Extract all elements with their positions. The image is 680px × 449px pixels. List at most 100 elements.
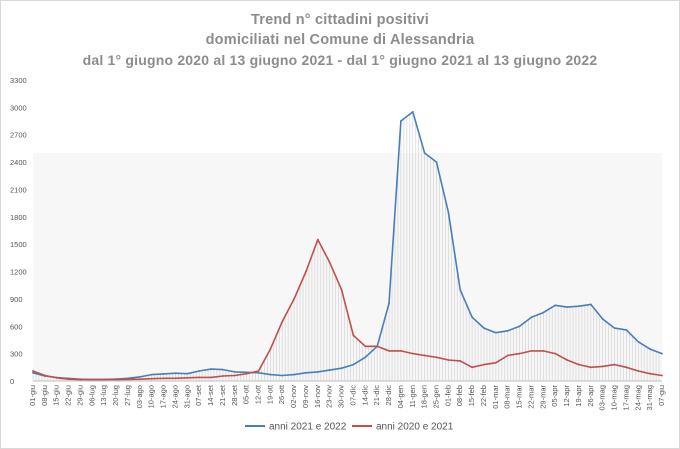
data-point xyxy=(578,363,580,366)
x-tick-label: 09-nov xyxy=(301,385,310,408)
data-point xyxy=(174,377,177,380)
data-point xyxy=(566,306,568,309)
y-tick-label: 2700 xyxy=(10,131,27,140)
data-point xyxy=(447,211,450,214)
x-tick-label: 26-ott xyxy=(277,384,286,404)
data-point xyxy=(554,352,557,355)
data-point xyxy=(174,372,177,375)
x-tick-label: 19-ott xyxy=(265,384,274,404)
data-point xyxy=(305,371,307,374)
data-point xyxy=(506,329,509,332)
data-point xyxy=(494,361,497,364)
data-point xyxy=(269,348,272,350)
x-tick-label: 07-giu xyxy=(657,385,666,406)
x-tick-label: 08-feb xyxy=(455,385,464,406)
data-point xyxy=(138,375,141,378)
x-tick-label: 15-giu xyxy=(52,385,61,406)
x-tick-label: 29-giu xyxy=(75,385,84,406)
x-tick-label: 14-set xyxy=(206,384,215,406)
data-point xyxy=(411,111,414,113)
data-point xyxy=(542,350,545,352)
data-point xyxy=(435,356,438,359)
data-point xyxy=(305,270,307,273)
data-point xyxy=(400,350,402,352)
y-tick-label: 1200 xyxy=(10,268,27,277)
data-point xyxy=(281,374,284,377)
data-point xyxy=(198,376,201,379)
data-point xyxy=(649,372,652,375)
data-point xyxy=(233,374,236,377)
data-point xyxy=(316,370,319,373)
x-tick-label: 28-dic xyxy=(384,385,393,406)
data-point xyxy=(411,352,414,355)
x-tick-label: 24-mag xyxy=(633,385,642,410)
x-tick-label: 01-giu xyxy=(28,385,37,406)
y-tick-label: 600 xyxy=(10,322,23,331)
x-tick-label: 17-ago xyxy=(159,385,168,408)
x-tick-label: 10-mag xyxy=(610,385,619,410)
data-point xyxy=(388,350,390,352)
x-tick-label: 23-nov xyxy=(325,385,334,408)
x-tick-label: 30-nov xyxy=(337,385,346,408)
x-tick-label: 14-dic xyxy=(360,385,369,406)
data-point xyxy=(210,376,212,379)
x-tick-label: 29-mar xyxy=(538,385,547,409)
x-tick-label: 28-set xyxy=(230,384,239,406)
y-tick-label: 2400 xyxy=(10,158,27,167)
data-point xyxy=(43,374,46,377)
x-tick-label: 18-gen xyxy=(420,385,429,408)
x-tick-label: 06-lug xyxy=(87,385,96,406)
data-point xyxy=(186,372,189,375)
data-point xyxy=(388,302,390,305)
y-tick-label: 0 xyxy=(10,377,14,386)
data-point xyxy=(435,161,438,163)
data-point xyxy=(400,120,402,122)
data-point xyxy=(55,376,58,379)
data-point xyxy=(67,378,70,381)
series-line-2 xyxy=(32,238,663,381)
y-tick-label: 3300 xyxy=(10,76,27,85)
data-point xyxy=(316,238,319,241)
x-tick-label: 08-mar xyxy=(503,385,512,409)
data-point xyxy=(376,345,379,348)
data-point xyxy=(340,288,343,291)
data-point xyxy=(103,378,106,381)
x-tick-label: 15-feb xyxy=(467,385,476,406)
x-tick-label: 12-ott xyxy=(253,384,262,404)
data-point xyxy=(613,363,616,366)
data-point xyxy=(483,327,485,329)
data-point xyxy=(91,378,94,381)
series-line-1 xyxy=(32,111,663,381)
x-tick-label: 20-lug xyxy=(111,385,120,406)
data-point xyxy=(352,334,355,337)
x-tick-label: 01-feb xyxy=(443,385,452,406)
data-point xyxy=(364,345,367,348)
data-point xyxy=(150,373,153,376)
x-tick-label: 26-apr xyxy=(586,385,595,407)
data-point xyxy=(127,378,129,381)
x-tick-label: 07-dic xyxy=(348,385,357,406)
x-tick-label: 07-set xyxy=(194,384,203,406)
data-point xyxy=(471,316,474,319)
data-point xyxy=(245,372,248,375)
data-point xyxy=(637,370,640,372)
data-point xyxy=(625,329,628,331)
x-tick-label: 22-giu xyxy=(64,385,73,406)
data-point xyxy=(162,377,165,380)
data-point xyxy=(233,370,236,373)
data-point xyxy=(471,366,474,369)
x-tick-label: 13-lug xyxy=(99,385,108,406)
y-tick-label: 2100 xyxy=(10,185,27,194)
data-point xyxy=(269,373,272,376)
data-point xyxy=(661,374,663,377)
data-point xyxy=(601,365,604,368)
data-point xyxy=(364,356,367,359)
data-point xyxy=(494,331,497,334)
x-tick-label: 25-gen xyxy=(432,385,441,408)
data-point xyxy=(518,325,521,328)
data-point xyxy=(352,363,355,366)
data-point xyxy=(601,318,604,320)
x-tick-label: 22-mar xyxy=(526,385,535,409)
data-point xyxy=(293,298,295,300)
